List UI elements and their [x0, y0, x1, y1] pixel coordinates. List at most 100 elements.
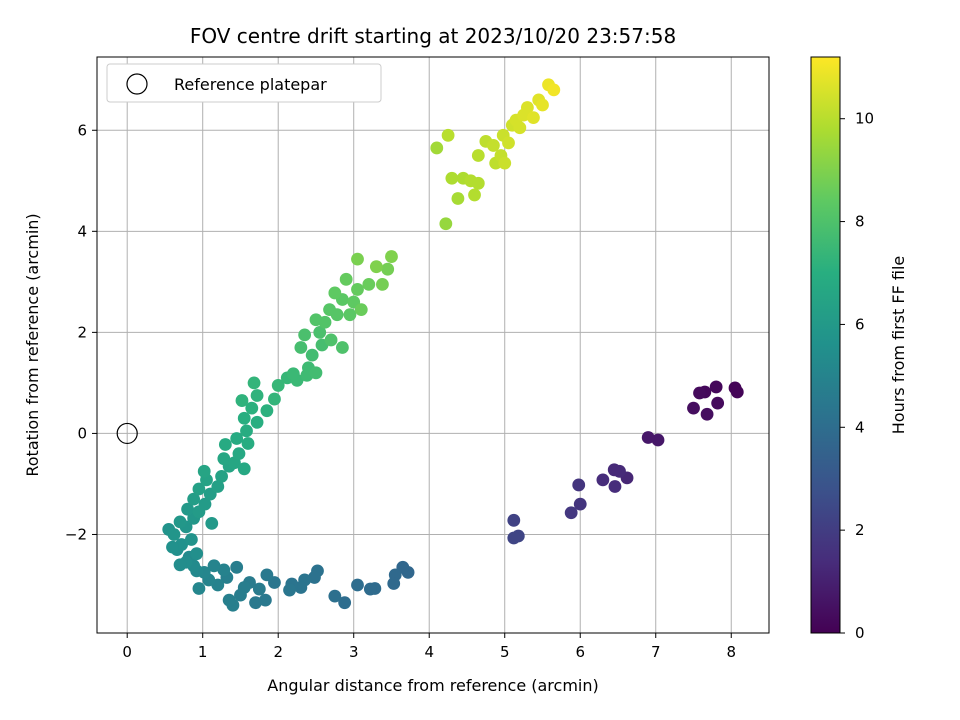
data-point: [247, 376, 261, 390]
data-point: [700, 407, 714, 421]
data-point: [258, 593, 272, 607]
data-point: [298, 328, 312, 342]
data-point: [687, 401, 700, 415]
data-point: [217, 452, 231, 466]
plot-frame: [96, 56, 770, 634]
colorbar-tick-label: 2: [855, 521, 865, 539]
y-tick-label: 6: [77, 121, 87, 139]
data-point: [250, 389, 264, 402]
data-point: [241, 437, 255, 450]
data-point: [268, 392, 281, 406]
data-point: [305, 348, 319, 362]
data-point: [351, 252, 364, 266]
data-point: [693, 386, 706, 400]
colorbar-tick-label: 6: [855, 315, 865, 333]
data-point: [335, 341, 349, 354]
y-tick-label: 2: [77, 323, 87, 341]
data-point: [211, 480, 225, 493]
data-point: [245, 401, 259, 415]
data-point: [167, 528, 181, 541]
data-point: [711, 396, 725, 410]
data-point: [283, 583, 296, 597]
data-point: [198, 497, 212, 511]
data-point: [351, 578, 364, 592]
data-point: [468, 188, 481, 202]
data-point: [260, 568, 274, 582]
data-points: [162, 78, 744, 612]
reference-platepar-marker: [116, 422, 138, 445]
data-point: [323, 303, 336, 317]
data-point: [547, 83, 561, 97]
data-point: [564, 506, 578, 520]
data-point: [369, 260, 383, 274]
legend-box: [106, 63, 382, 103]
data-point: [218, 438, 232, 451]
colorbar-tick-label: 8: [855, 213, 865, 231]
data-point: [187, 492, 201, 506]
data-point: [651, 433, 665, 447]
data-point: [471, 149, 485, 162]
data-point: [381, 262, 395, 276]
data-point: [173, 558, 187, 572]
data-point: [351, 283, 364, 296]
data-point: [338, 596, 352, 610]
data-point: [536, 98, 549, 112]
data-point: [507, 531, 521, 545]
data-point: [445, 171, 459, 185]
data-point: [709, 380, 723, 394]
data-point: [608, 480, 622, 493]
data-point: [286, 367, 300, 381]
x-tick-label: 7: [651, 643, 661, 661]
data-point: [308, 571, 321, 584]
data-point: [527, 111, 540, 125]
data-point: [237, 411, 251, 425]
x-tick-label: 0: [122, 643, 132, 661]
data-point: [441, 128, 455, 142]
data-point: [641, 431, 655, 444]
data-point: [324, 333, 338, 347]
colorbar: 0 2 4 6 8 10 Hours from first FF file: [810, 56, 908, 642]
data-point: [207, 559, 221, 573]
colorbar-ticks: 0 2 4 6 8 10: [840, 110, 874, 642]
data-point: [502, 136, 515, 150]
colorbar-tick-label: 4: [855, 418, 865, 436]
y-axis-ticks: −2 0 2 4 6: [65, 121, 97, 543]
data-point: [339, 272, 353, 286]
data-point: [363, 582, 377, 596]
data-point: [439, 217, 453, 231]
data-point: [487, 139, 500, 152]
data-point: [513, 121, 527, 135]
data-point: [192, 482, 206, 496]
data-point: [572, 478, 586, 492]
data-point: [328, 286, 342, 300]
data-point: [573, 497, 587, 511]
data-point: [249, 596, 262, 610]
data-point: [313, 325, 327, 339]
data-point: [230, 560, 244, 574]
data-point: [343, 308, 357, 322]
y-tick-label: −2: [65, 525, 87, 543]
data-point: [607, 463, 621, 477]
y-tick-label: 4: [77, 222, 87, 240]
legend-label: Reference platepar: [174, 75, 327, 94]
x-tick-label: 6: [575, 643, 585, 661]
data-point: [309, 366, 323, 380]
data-point: [376, 277, 389, 291]
y-tick-label: 0: [77, 424, 87, 442]
data-point: [387, 577, 401, 590]
data-point: [730, 385, 744, 399]
data-point: [471, 176, 485, 190]
data-point: [237, 462, 251, 476]
x-tick-label: 5: [500, 643, 510, 661]
reference-marker-group: [116, 422, 138, 445]
legend: Reference platepar: [106, 63, 382, 103]
data-point: [166, 540, 179, 554]
data-point: [240, 424, 253, 438]
data-point: [234, 588, 247, 602]
colorbar-tick-label: 10: [855, 110, 874, 128]
x-tick-label: 3: [349, 643, 359, 661]
data-point: [354, 303, 368, 317]
data-point: [260, 404, 274, 418]
chart-title: FOV centre drift starting at 2023/10/20 …: [190, 24, 676, 48]
